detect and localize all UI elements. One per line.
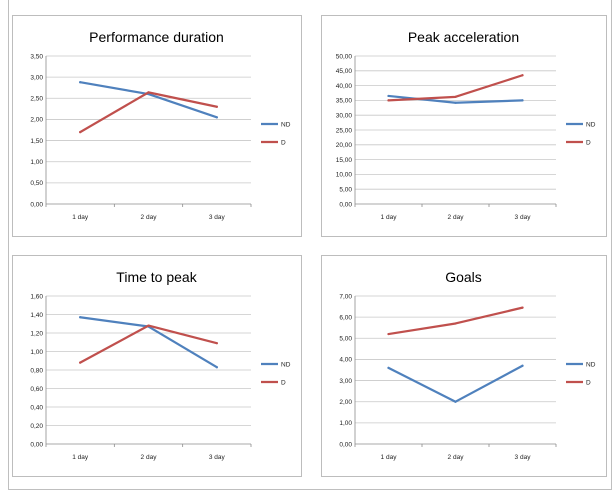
data-point-nd: [454, 400, 457, 403]
legend-label-d: D: [586, 139, 591, 146]
chart-title: Peak acceleration: [408, 29, 519, 45]
x-tick-label: 1 day: [72, 214, 89, 221]
x-tick-label: 1 day: [381, 214, 398, 221]
y-tick-label: 0,00: [339, 201, 352, 208]
x-tick-label: 2 day: [448, 454, 465, 461]
data-point-nd: [521, 99, 524, 102]
y-tick-label: 1,40: [30, 312, 43, 319]
chart-panel-peak-acceleration: Peak acceleration 0,00 5,00 10,00 15,00 20,00…: [321, 15, 607, 237]
chart-panel-performance-duration: Performance duration 0,00 0,50 1,00 1,50 2,00…: [12, 15, 302, 237]
chart-svg: Time to peak 0,00 0,20 0,40 0,60 0,80 1,00 1,20…: [30, 269, 291, 461]
y-tick-label: 20,00: [336, 142, 353, 149]
y-tick-label: 5,00: [339, 187, 352, 194]
y-tick-label: 5,00: [339, 336, 352, 343]
data-point-d: [215, 105, 218, 108]
y-tick-label: 3,50: [30, 53, 43, 60]
x-tick-label: 2 day: [448, 214, 465, 221]
data-point-d: [454, 95, 457, 98]
data-point-d: [79, 361, 82, 364]
x-tick-label: 1 day: [381, 454, 398, 461]
data-point-nd: [215, 116, 218, 119]
y-tick-label: 30,00: [336, 113, 353, 120]
data-point-nd: [387, 94, 390, 98]
chart-svg: Goals 0,00 1,00 2,00 3,00 4,00 5,00 6,00 7,00 1 d…: [339, 269, 596, 461]
chart-title: Performance duration: [89, 29, 224, 45]
data-point-d: [215, 342, 218, 345]
chart-panel-time-to-peak: Time to peak 0,00 0,20 0,40 0,60 0,80 1,00 1,20…: [12, 255, 302, 477]
data-point-d: [387, 99, 390, 102]
y-tick-label: 25,00: [336, 127, 353, 134]
chart-title: Goals: [445, 269, 482, 285]
data-point-nd: [215, 366, 218, 369]
y-tick-label: 1,00: [339, 420, 352, 427]
chart-panel-goals: Goals 0,00 1,00 2,00 3,00 4,00 5,00 6,00 7,00 1 d…: [321, 255, 607, 477]
x-tick-label: 3 day: [209, 214, 226, 221]
y-tick-label: 0,40: [30, 404, 43, 411]
figure-frame: [8, 0, 612, 490]
legend-label-nd: ND: [281, 361, 291, 368]
series-line-nd: [387, 364, 524, 403]
y-tick-label: 1,60: [30, 293, 43, 300]
y-tick-label: 1,50: [30, 138, 43, 145]
x-tick-label: 3 day: [515, 214, 532, 221]
y-tick-label: 15,00: [336, 157, 353, 164]
data-point-d: [521, 306, 524, 309]
y-tick-label: 10,00: [336, 172, 353, 179]
data-point-nd: [387, 366, 390, 369]
data-point-nd: [521, 364, 524, 367]
x-tick-label: 1 day: [72, 454, 89, 461]
y-tick-label: 0,00: [339, 441, 352, 448]
legend-label-d: D: [281, 379, 286, 386]
data-point-d: [79, 131, 82, 134]
data-point-nd: [79, 316, 82, 319]
y-tick-label: 1,20: [30, 330, 43, 337]
legend-label-nd: ND: [281, 121, 291, 128]
y-tick-label: 7,00: [339, 293, 352, 300]
x-tick-label: 3 day: [515, 454, 532, 461]
y-tick-label: 0,00: [30, 201, 43, 208]
y-tick-label: 0,50: [30, 180, 43, 187]
x-tick-label: 3 day: [209, 454, 226, 461]
y-tick-label: 3,00: [339, 378, 352, 385]
series-line-d: [387, 306, 524, 336]
series-line-nd: [79, 81, 218, 119]
y-tick-label: 2,00: [339, 399, 352, 406]
legend-label-nd: ND: [586, 361, 596, 368]
x-tick-label: 2 day: [141, 454, 158, 461]
legend-label-nd: ND: [586, 121, 596, 128]
data-point-d: [147, 324, 150, 327]
legend-label-d: D: [586, 379, 591, 386]
y-tick-label: 2,50: [30, 96, 43, 103]
y-tick-label: 1,00: [30, 349, 43, 356]
chart-svg: Peak acceleration 0,00 5,00 10,00 15,00 20,00…: [336, 29, 596, 221]
y-tick-label: 0,80: [30, 367, 43, 374]
y-tick-label: 1,00: [30, 159, 43, 166]
y-tick-label: 2,00: [30, 117, 43, 124]
y-tick-label: 35,00: [336, 98, 353, 105]
data-point-d: [521, 74, 524, 77]
data-point-nd: [454, 101, 457, 104]
y-tick-label: 0,60: [30, 386, 43, 393]
data-point-d: [147, 91, 150, 94]
y-tick-label: 4,00: [339, 357, 352, 364]
y-tick-label: 50,00: [336, 53, 353, 60]
series-line-d: [79, 324, 218, 364]
y-tick-label: 3,00: [30, 74, 43, 81]
data-point-d: [454, 322, 457, 325]
y-tick-label: 40,00: [336, 83, 353, 90]
y-tick-label: 6,00: [339, 314, 352, 321]
data-point-d: [387, 332, 390, 336]
y-tick-label: 0,20: [30, 423, 43, 430]
data-point-nd: [79, 81, 82, 84]
legend-label-d: D: [281, 139, 286, 146]
y-tick-label: 0,00: [30, 441, 43, 448]
chart-svg: Performance duration 0,00 0,50 1,00 1,50 2,00…: [30, 29, 291, 221]
y-tick-label: 45,00: [336, 68, 353, 75]
x-tick-label: 2 day: [141, 214, 158, 221]
chart-title: Time to peak: [116, 269, 197, 285]
